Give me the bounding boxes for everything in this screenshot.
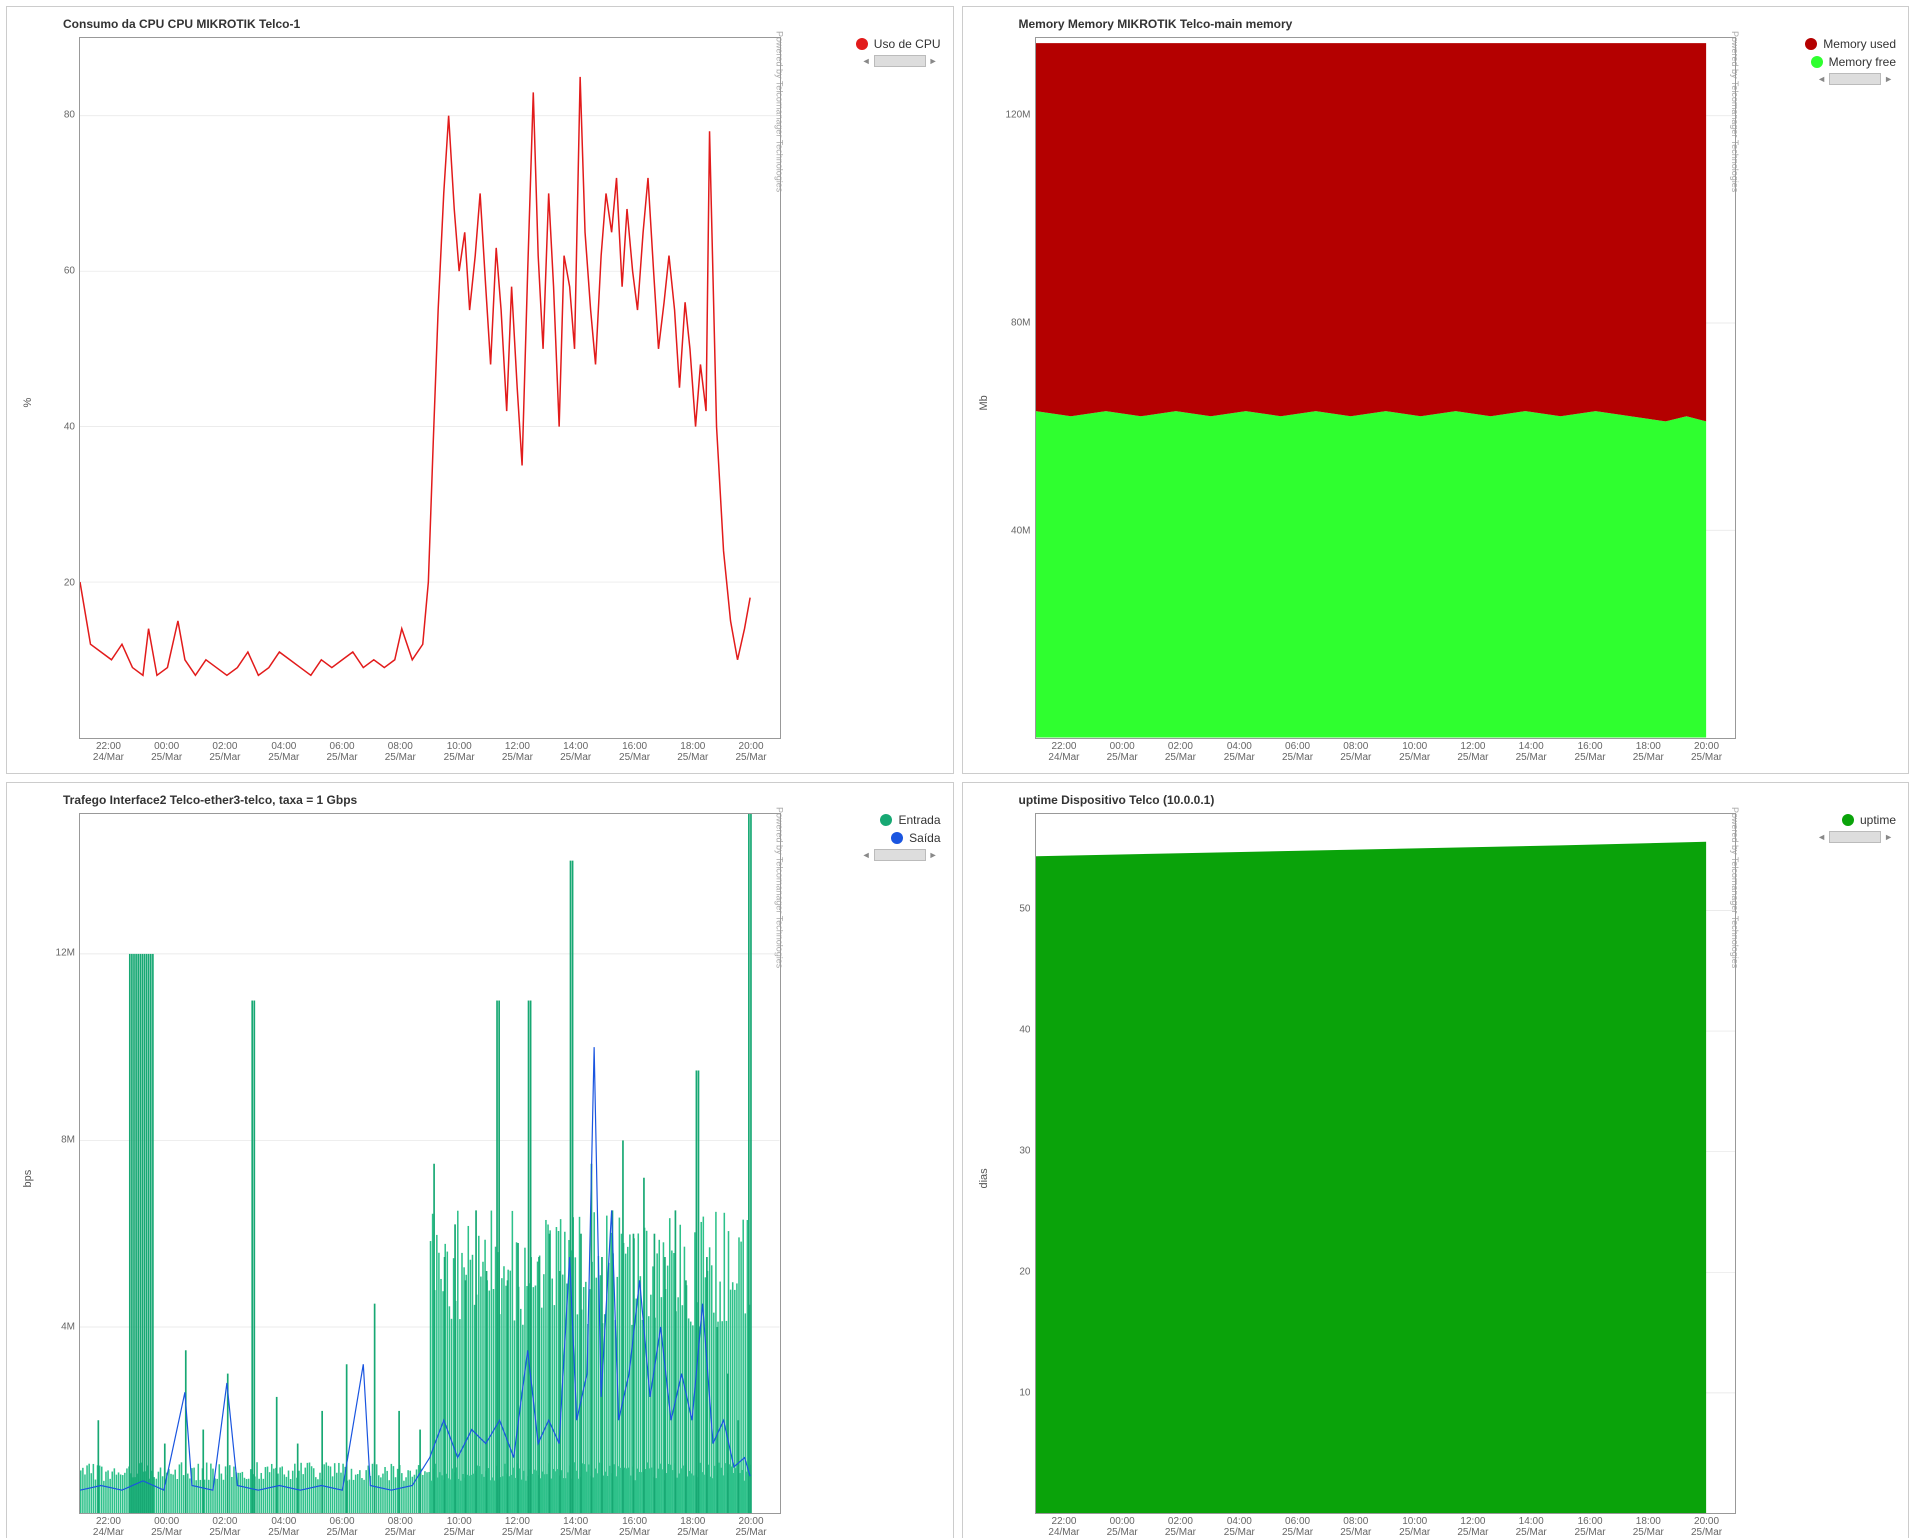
yaxis-ticks-cpu: 20406080 [35, 37, 79, 739]
plot-uptime[interactable] [1035, 813, 1737, 1515]
legend-item[interactable]: Memory free [1746, 55, 1896, 69]
legend-cpu: Uso de CPU◄► [781, 37, 941, 769]
legend-label: Entrada [898, 813, 940, 827]
panel-title-uptime: uptime Dispositivo Telco (10.0.0.1) [1019, 793, 1897, 807]
yaxis-ticks-memory: 40M80M120M [991, 37, 1035, 739]
legend-pager[interactable]: ◄► [1746, 831, 1896, 843]
legend-uptime: uptime◄► [1736, 813, 1896, 1538]
panel-title-memory: Memory Memory MIKROTIK Telco-main memory [1019, 17, 1897, 31]
panel-cpu: Consumo da CPU CPU MIKROTIK Telco-1 Powe… [6, 6, 954, 774]
legend-swatch-icon [891, 832, 903, 844]
plot-cpu[interactable] [79, 37, 781, 739]
legend-pager[interactable]: ◄► [791, 849, 941, 861]
xaxis-memory: 22:0024/Mar00:0025/Mar02:0025/Mar04:0025… [1035, 739, 1737, 769]
legend-label: Memory free [1829, 55, 1896, 69]
legend-memory: Memory usedMemory free◄► [1736, 37, 1896, 769]
dashboard-grid: Consumo da CPU CPU MIKROTIK Telco-1 Powe… [0, 0, 1915, 769]
legend-traffic: EntradaSaída◄► [781, 813, 941, 1538]
plot-memory[interactable] [1035, 37, 1737, 739]
legend-pager[interactable]: ◄► [791, 55, 941, 67]
xaxis-uptime: 22:0024/Mar00:0025/Mar02:0025/Mar04:0025… [1035, 1514, 1737, 1538]
yaxis-ticks-uptime: 1020304050 [991, 813, 1035, 1515]
legend-item[interactable]: uptime [1746, 813, 1896, 827]
chevron-right-icon[interactable]: ► [926, 850, 941, 860]
legend-label: Saída [909, 831, 940, 845]
panel-memory: Memory Memory MIKROTIK Telco-main memory… [962, 6, 1910, 774]
yaxis-label-cpu: % [19, 37, 35, 769]
legend-swatch-icon [1811, 56, 1823, 68]
legend-label: Memory used [1823, 37, 1896, 51]
pager-track[interactable] [1829, 73, 1881, 85]
panel-title-traffic: Trafego Interface2 Telco-ether3-telco, t… [63, 793, 941, 807]
legend-item[interactable]: Entrada [791, 813, 941, 827]
yaxis-ticks-traffic: 4M8M12M [35, 813, 79, 1515]
panel-title-cpu: Consumo da CPU CPU MIKROTIK Telco-1 [63, 17, 941, 31]
plot-traffic[interactable] [79, 813, 781, 1515]
legend-swatch-icon [1805, 38, 1817, 50]
xaxis-traffic: 22:0024/Mar00:0025/Mar02:0025/Mar04:0025… [79, 1514, 781, 1538]
chevron-left-icon[interactable]: ◄ [859, 850, 874, 860]
panel-uptime: uptime Dispositivo Telco (10.0.0.1) Powe… [962, 782, 1910, 1538]
legend-label: Uso de CPU [874, 37, 941, 51]
legend-item[interactable]: Saída [791, 831, 941, 845]
chevron-right-icon[interactable]: ► [1881, 832, 1896, 842]
chevron-left-icon[interactable]: ◄ [1814, 832, 1829, 842]
chevron-left-icon[interactable]: ◄ [859, 56, 874, 66]
legend-item[interactable]: Memory used [1746, 37, 1896, 51]
yaxis-label-memory: Mb [975, 37, 991, 769]
panel-traffic: Trafego Interface2 Telco-ether3-telco, t… [6, 782, 954, 1538]
chevron-left-icon[interactable]: ◄ [1814, 74, 1829, 84]
chevron-right-icon[interactable]: ► [926, 56, 941, 66]
pager-track[interactable] [874, 55, 926, 67]
legend-swatch-icon [1842, 814, 1854, 826]
legend-item[interactable]: Uso de CPU [791, 37, 941, 51]
xaxis-cpu: 22:0024/Mar00:0025/Mar02:0025/Mar04:0025… [79, 739, 781, 769]
yaxis-label-traffic: bps [19, 813, 35, 1538]
legend-swatch-icon [856, 38, 868, 50]
legend-label: uptime [1860, 813, 1896, 827]
pager-track[interactable] [1829, 831, 1881, 843]
legend-pager[interactable]: ◄► [1746, 73, 1896, 85]
pager-track[interactable] [874, 849, 926, 861]
yaxis-label-uptime: dias [975, 813, 991, 1538]
legend-swatch-icon [880, 814, 892, 826]
chevron-right-icon[interactable]: ► [1881, 74, 1896, 84]
